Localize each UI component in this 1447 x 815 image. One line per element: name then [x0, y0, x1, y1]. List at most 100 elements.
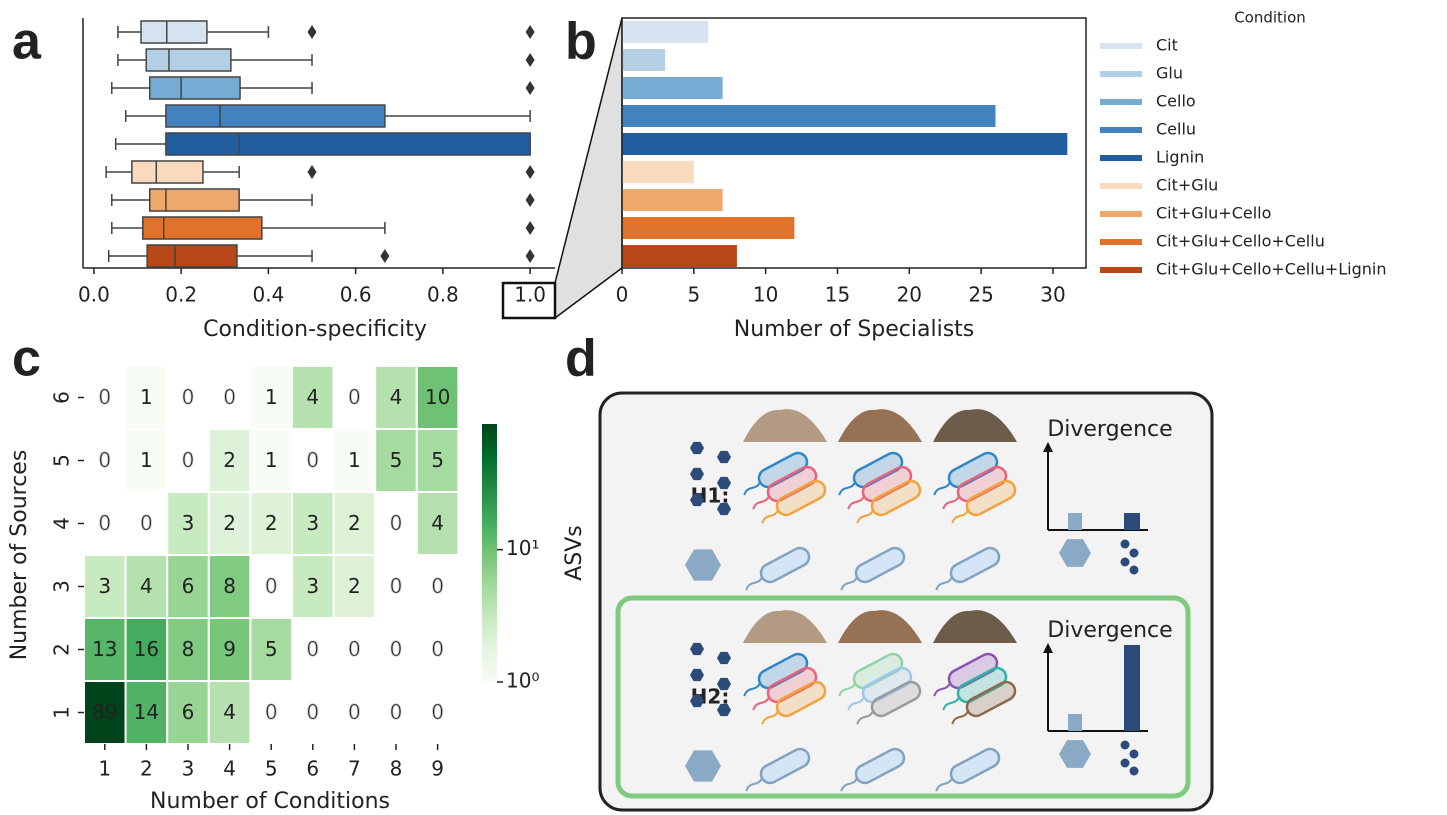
cell-label: 1	[348, 448, 361, 472]
outlier	[526, 221, 535, 235]
bar	[622, 245, 737, 267]
legend-swatch	[1100, 239, 1142, 245]
legend-label: Glu	[1156, 64, 1183, 83]
cell-label: 1	[140, 448, 153, 472]
bar	[622, 49, 665, 71]
cell-label: 2	[348, 574, 361, 598]
legend-label: Cit	[1156, 36, 1178, 55]
cell-label: 3	[306, 511, 319, 535]
x-tick-label: 30	[1040, 283, 1065, 307]
box	[147, 245, 237, 267]
cell-label: 0	[306, 700, 319, 724]
cell-label: 0	[182, 385, 195, 409]
molecule-dot	[1121, 741, 1130, 750]
cell-label: 0	[390, 574, 403, 598]
cell-label: 0	[390, 511, 403, 535]
outlier	[526, 53, 535, 67]
box	[166, 105, 385, 127]
x-tick-label: 20	[897, 283, 922, 307]
cell-label: 5	[265, 637, 278, 661]
cell-label: 0	[348, 385, 361, 409]
x-tick-label: 4	[223, 757, 236, 781]
outlier	[526, 249, 535, 263]
molecule-dot	[1130, 566, 1139, 575]
cell-label: 0	[431, 700, 444, 724]
x-tick-label: 1.0	[514, 283, 546, 307]
cell-label: 13	[92, 637, 117, 661]
molecule-dot	[1121, 558, 1130, 567]
colorbar	[482, 424, 497, 682]
legend-swatch	[1100, 183, 1142, 189]
x-tick-label: 5	[265, 757, 278, 781]
cell-label: 3	[98, 574, 111, 598]
box	[146, 49, 231, 71]
cell-label: 0	[182, 448, 195, 472]
outlier	[308, 165, 317, 179]
cell-label: 0	[390, 700, 403, 724]
x-axis-label: Number of Conditions	[150, 789, 390, 814]
bar	[622, 105, 995, 127]
legend-swatch	[1100, 43, 1142, 49]
cell-label: 8	[223, 574, 236, 598]
x-tick-label: 0.2	[165, 283, 197, 307]
cell-label: 0	[431, 574, 444, 598]
cell-label: 1	[265, 385, 278, 409]
legend-swatch	[1100, 127, 1142, 133]
x-tick-label: 2	[140, 757, 153, 781]
x-tick-label: 25	[968, 283, 993, 307]
x-tick-label: 9	[431, 757, 444, 781]
mini-bar	[1124, 513, 1140, 530]
outlier	[526, 81, 535, 95]
y-tick-label: 1	[50, 706, 74, 719]
x-tick-label: 7	[348, 757, 361, 781]
x-tick-label: 15	[825, 283, 850, 307]
panel-label: d	[565, 330, 597, 388]
box	[166, 133, 530, 155]
y-axis-label: Number of Sources	[7, 450, 32, 661]
cell-label: 8	[182, 637, 195, 661]
outlier	[526, 25, 535, 39]
y-tick-label: 4	[50, 517, 74, 530]
cell-label: 89	[92, 700, 117, 724]
bar	[622, 217, 794, 239]
molecule-dot	[1121, 540, 1130, 549]
panel-label: c	[12, 330, 41, 388]
molecule-dot	[1130, 549, 1139, 558]
x-tick-label: 0	[616, 283, 629, 307]
box	[150, 189, 239, 211]
cell-label: 0	[223, 385, 236, 409]
bar	[622, 77, 723, 99]
legend-swatch	[1100, 99, 1142, 105]
cell-label: 0	[98, 385, 111, 409]
diagram-frame	[600, 393, 1212, 810]
panel-label: b	[565, 13, 597, 71]
plot-title: Divergence	[1047, 417, 1172, 442]
outlier	[526, 165, 535, 179]
mini-bar	[1068, 513, 1082, 530]
cell-label: 3	[182, 511, 195, 535]
bar	[622, 161, 694, 183]
legend-label: Lignin	[1156, 148, 1204, 167]
legend-label: Cello	[1156, 92, 1196, 111]
mini-bar	[1124, 645, 1140, 731]
cell-label: 0	[306, 448, 319, 472]
legend-label: Cit+Glu+Cello	[1156, 204, 1271, 223]
cell-label: 4	[306, 385, 319, 409]
outlier	[308, 25, 317, 39]
box	[143, 217, 262, 239]
cell-label: 0	[306, 637, 319, 661]
cell-label: 0	[390, 637, 403, 661]
cell-label: 2	[223, 511, 236, 535]
figure: a b c d 0.00.20.40.60.81.0Condition-spec…	[0, 0, 1447, 815]
x-tick-label: 0.4	[252, 283, 284, 307]
cell-label: 0	[348, 637, 361, 661]
bar	[622, 133, 1067, 155]
cell-label: 0	[265, 700, 278, 724]
y-tick-label: 5	[50, 454, 74, 467]
y-tick-label: 2	[50, 643, 74, 656]
outlier	[526, 193, 535, 207]
cell-label: 4	[223, 700, 236, 724]
legend-swatch	[1100, 211, 1142, 217]
x-axis-label: Number of Specialists	[734, 317, 975, 342]
panel-label: a	[12, 13, 42, 71]
